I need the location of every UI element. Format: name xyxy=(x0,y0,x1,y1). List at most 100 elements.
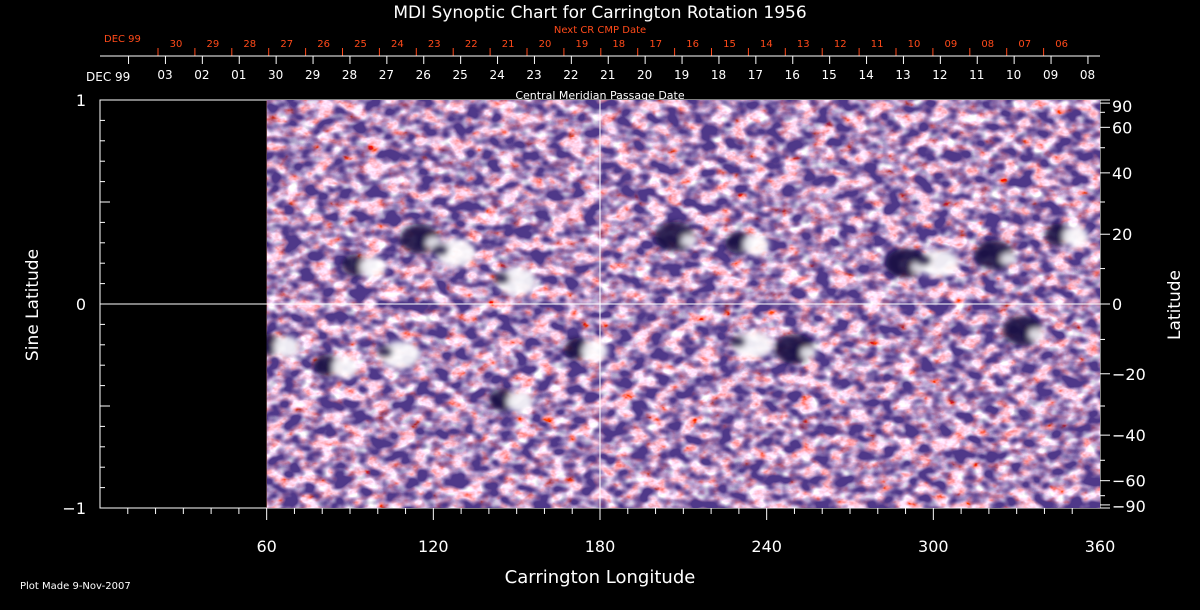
next-cmp-date-label: 23 xyxy=(428,39,441,50)
next-cmp-date-label: 13 xyxy=(797,39,810,50)
cmp-date-label: 01 xyxy=(231,68,246,82)
cmp-date-label: 09 xyxy=(1043,68,1058,82)
cmp-date-label: 13 xyxy=(895,68,910,82)
y-tick-label-right: −60 xyxy=(1112,472,1146,491)
next-cmp-date-label: 17 xyxy=(649,39,662,50)
next-cmp-date-label: 27 xyxy=(280,39,293,50)
next-cmp-date-label: 11 xyxy=(871,39,884,50)
cmp-date-label: 11 xyxy=(969,68,984,82)
cmp-date-label: 25 xyxy=(453,68,468,82)
cmp-date-axis: 03 02 01 30 29 28 27 26 25 24 23 22 21 20 19 18 17 16 15 14… xyxy=(86,55,1100,84)
cmp-date-label: 03 xyxy=(157,68,172,82)
x-tick-label: 180 xyxy=(585,537,616,556)
cmp-date-label: 12 xyxy=(932,68,947,82)
next-cmp-date-label: 16 xyxy=(686,39,699,50)
x-tick-label: 120 xyxy=(418,537,449,556)
active-region xyxy=(655,221,697,252)
active-region xyxy=(774,333,817,364)
cmp-date-label: 22 xyxy=(563,68,578,82)
next-cmp-date-label: 24 xyxy=(391,39,404,50)
active-region xyxy=(974,240,1017,271)
y-tick-label-right: −40 xyxy=(1112,426,1146,445)
next-cmp-date-label: 22 xyxy=(465,39,478,50)
y-tick-label-left: 0 xyxy=(76,295,86,314)
next-cmp-date-label: 26 xyxy=(317,39,330,50)
cmp-date-label: 14 xyxy=(858,68,873,82)
active-region xyxy=(341,254,386,279)
next-cmp-date-label: 20 xyxy=(539,39,552,50)
plot-made-footer: Plot Made 9-Nov-2007 xyxy=(20,581,131,592)
next-cmp-date-label: 15 xyxy=(723,39,736,50)
y-tick-label-left: 1 xyxy=(76,91,86,110)
active-region xyxy=(493,267,537,296)
cmp-date-label: 16 xyxy=(785,68,800,82)
y-tick-label-right: 40 xyxy=(1112,164,1132,183)
y-axis-label-right: Latitude xyxy=(1165,270,1185,340)
active-region xyxy=(377,341,420,369)
chart-title: MDI Synoptic Chart for Carrington Rotati… xyxy=(393,3,806,23)
cmp-date-label: 29 xyxy=(305,68,320,82)
next-cmp-date-label: 06 xyxy=(1055,39,1068,50)
cmp-date-label: 24 xyxy=(489,68,504,82)
cmp-date-label: 27 xyxy=(379,68,394,82)
next-cmp-date-label: 10 xyxy=(908,39,921,50)
active-region xyxy=(266,333,300,358)
cmp-date-label: 19 xyxy=(674,68,689,82)
active-region xyxy=(314,354,359,379)
next-cmp-date-axis-title: Next CR CMP Date xyxy=(554,25,646,36)
x-axis: 60 120 180 240 300 360 xyxy=(127,508,1116,556)
y-axis-right: 90 60 40 20 0 −20 −40 −60 −90 xyxy=(1100,97,1146,516)
cmp-date-label: 17 xyxy=(748,68,763,82)
next-cmp-date-label: 21 xyxy=(502,39,515,50)
y-tick-label-right: 0 xyxy=(1112,295,1122,314)
active-region xyxy=(1044,223,1089,248)
next-cmp-date-label: 19 xyxy=(576,39,589,50)
cmp-date-month-label: DEC 99 xyxy=(86,70,130,84)
x-tick-label: 360 xyxy=(1085,537,1116,556)
next-cmp-date-axis: 30 29 28 27 26 25 24 23 22 21 20 19 18 17 16 15 14 13 12 11… xyxy=(104,34,1068,56)
y-axis-left: 1 0 −1 xyxy=(62,91,110,518)
x-tick-label: 60 xyxy=(256,537,276,556)
active-region xyxy=(915,249,959,278)
next-cmp-date-label: 30 xyxy=(170,39,183,50)
x-tick-label: 240 xyxy=(751,537,782,556)
grid-lines xyxy=(100,100,1100,508)
cmp-date-label: 15 xyxy=(822,68,837,82)
active-region xyxy=(489,388,534,413)
next-cmp-date-label: 18 xyxy=(612,39,625,50)
cmp-date-label: 23 xyxy=(526,68,541,82)
y-tick-label-left: −1 xyxy=(62,499,86,518)
cmp-date-label: 30 xyxy=(268,68,283,82)
next-cmp-date-label: 28 xyxy=(243,39,256,50)
y-axis-label-left: Sine Latitude xyxy=(23,249,43,361)
cmp-date-label: 08 xyxy=(1080,68,1095,82)
y-tick-label-right: 60 xyxy=(1112,118,1132,137)
cmp-date-label: 26 xyxy=(416,68,431,82)
cmp-date-label: 18 xyxy=(711,68,726,82)
y-tick-label-right: 90 xyxy=(1112,97,1132,116)
cmp-date-label: 20 xyxy=(637,68,652,82)
y-tick-label-right: −90 xyxy=(1112,497,1146,516)
x-axis-label: Carrington Longitude xyxy=(505,567,696,588)
next-cmp-date-label: 08 xyxy=(981,39,994,50)
cmp-date-label: 21 xyxy=(600,68,615,82)
next-cmp-date-label: 29 xyxy=(207,39,220,50)
active-region xyxy=(725,231,770,256)
cmp-date-axis-title: Central Meridian Passage Date xyxy=(515,89,684,102)
next-cmp-date-label: 07 xyxy=(1018,39,1031,50)
next-cmp-date-month-label: DEC 99 xyxy=(104,34,141,45)
next-cmp-date-label: 25 xyxy=(354,39,367,50)
x-tick-label: 300 xyxy=(918,537,949,556)
cmp-date-label: 10 xyxy=(1006,68,1021,82)
cmp-date-label: 28 xyxy=(342,68,357,82)
next-cmp-date-label: 14 xyxy=(760,39,773,50)
active-region xyxy=(729,330,773,359)
y-tick-label-right: −20 xyxy=(1112,365,1146,384)
y-tick-label-right: 20 xyxy=(1112,225,1132,244)
cmp-date-label: 02 xyxy=(194,68,209,82)
active-region xyxy=(1002,315,1045,346)
active-region xyxy=(564,337,609,362)
next-cmp-date-label: 09 xyxy=(945,39,958,50)
active-region xyxy=(432,239,476,267)
